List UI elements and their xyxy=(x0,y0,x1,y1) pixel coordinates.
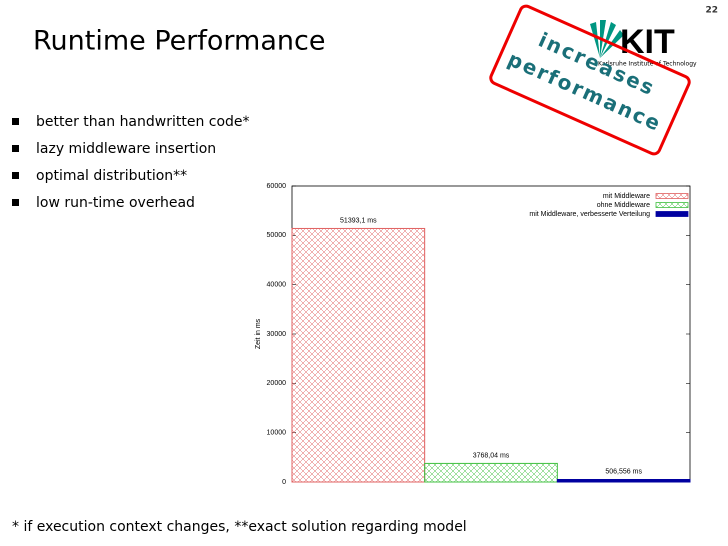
slide-title: Runtime Performance xyxy=(33,26,325,57)
bullet-text: optimal distribution** xyxy=(36,168,187,184)
legend-swatch xyxy=(655,202,689,208)
bullet-text: better than handwritten code* xyxy=(36,114,250,130)
y-tick-label: 30000 xyxy=(267,331,287,338)
bullet-text: low run-time overhead xyxy=(36,195,195,211)
bullet-marker xyxy=(12,199,19,206)
y-tick-label: 40000 xyxy=(267,282,287,289)
legend-label: ohne Middleware xyxy=(597,202,650,209)
y-tick-label: 60000 xyxy=(267,183,287,190)
value-label: 506,556 ms xyxy=(605,468,642,475)
bar xyxy=(291,227,426,483)
y-tick-label: 10000 xyxy=(267,430,287,437)
y-tick-label: 50000 xyxy=(267,232,287,239)
y-axis-label: Zeit in ms xyxy=(255,318,262,349)
page-number: 22 xyxy=(705,6,718,16)
footnote: * if execution context changes, **exact … xyxy=(12,519,467,535)
y-tick-label: 20000 xyxy=(267,380,287,387)
bullet-marker xyxy=(12,145,19,152)
stamp-border xyxy=(489,4,691,156)
value-label: 3768,04 ms xyxy=(473,452,510,459)
legend-label: mit Middleware, verbesserte Verteilung xyxy=(529,211,650,218)
logo-caption: Karlsruhe Institute of Technology xyxy=(598,61,697,68)
legend-label: mit Middleware xyxy=(603,193,650,200)
legend-swatch xyxy=(655,193,689,199)
logo: KIT Karlsruhe Institute of Technology xyxy=(590,20,697,68)
legend-swatch xyxy=(655,211,689,217)
bar xyxy=(424,462,558,483)
logo-mark: KIT xyxy=(620,23,675,61)
bar xyxy=(556,479,691,483)
bullet-text: lazy middleware insertion xyxy=(36,141,216,157)
bullet-marker xyxy=(12,118,19,125)
y-tick-label: 0 xyxy=(282,479,286,486)
bullet-marker xyxy=(12,172,19,179)
value-label: 51393,1 ms xyxy=(340,217,377,224)
